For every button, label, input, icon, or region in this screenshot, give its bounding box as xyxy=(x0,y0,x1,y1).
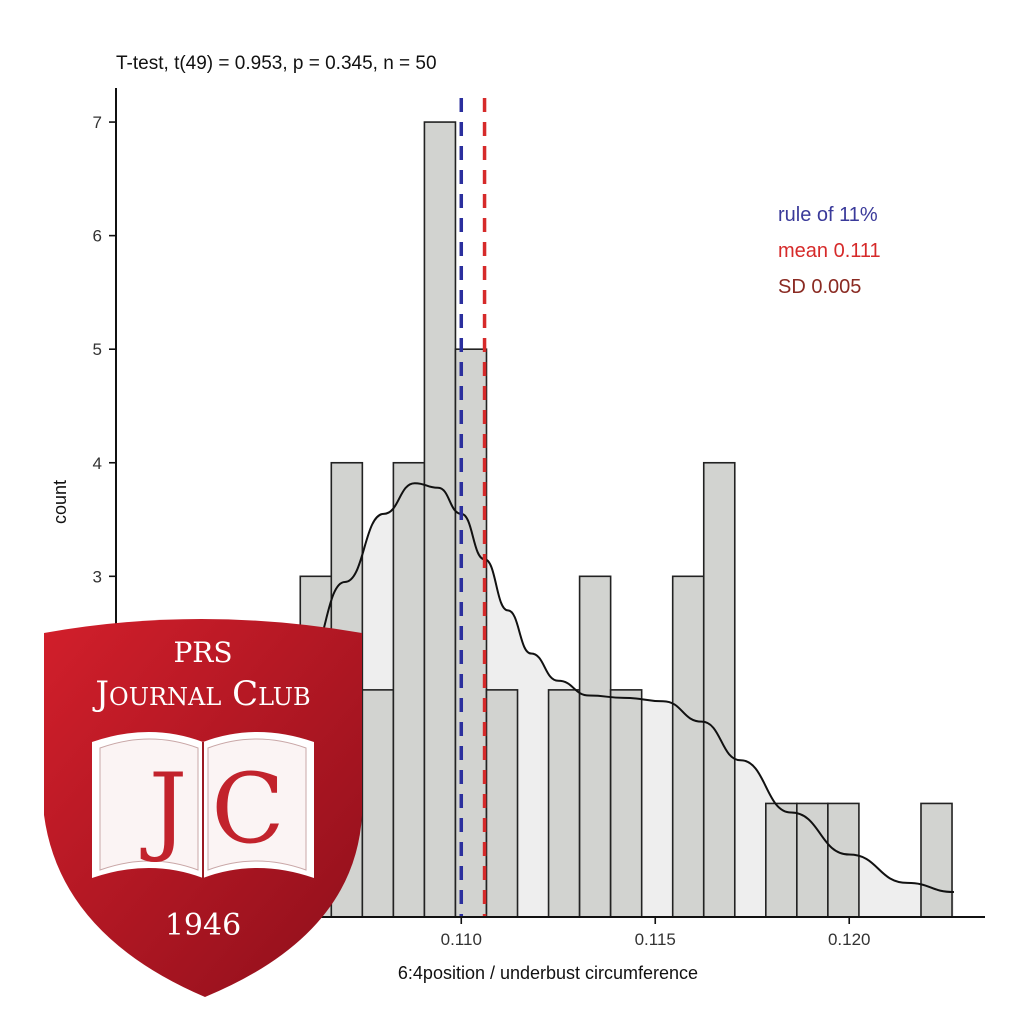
x-axis-title: 6:4position / underbust circumference xyxy=(398,963,698,983)
open-book-icon xyxy=(92,732,314,878)
x-tick-label: 0.120 xyxy=(828,930,871,949)
reference-lines xyxy=(459,98,487,917)
x-tick-label: 0.110 xyxy=(441,930,482,949)
density-curve xyxy=(267,482,954,894)
histogram-bar xyxy=(361,689,395,918)
histogram-bar xyxy=(920,802,953,918)
legend-entry: rule of 11% xyxy=(778,204,878,226)
badge-line2: Journal Club xyxy=(92,674,310,714)
legend-entry: SD 0.005 xyxy=(778,276,861,298)
y-tick-label: 6 xyxy=(93,227,102,246)
density-line-layer xyxy=(267,482,954,894)
badge-line1: PRS xyxy=(173,636,232,669)
y-axis-title: count xyxy=(50,480,70,524)
legend: rule of 11% mean 0.111 SD 0.005 xyxy=(778,204,881,298)
x-tick-label: 0.115 xyxy=(635,930,676,949)
y-tick-label: 4 xyxy=(93,454,102,473)
chart-title: T-test, t(49) = 0.953, p = 0.345, n = 50 xyxy=(116,53,437,74)
monogram-c: C xyxy=(211,753,284,865)
badge-year: 1946 xyxy=(165,908,241,943)
histogram-bar xyxy=(702,461,736,918)
y-tick-label: 7 xyxy=(93,113,102,132)
histogram-bar xyxy=(827,802,860,918)
y-tick-label: 5 xyxy=(93,340,102,359)
histogram-bar xyxy=(392,461,426,918)
legend-entry: mean 0.111 xyxy=(778,240,881,262)
histogram-bar xyxy=(485,689,519,918)
y-tick-label: 3 xyxy=(93,567,102,586)
